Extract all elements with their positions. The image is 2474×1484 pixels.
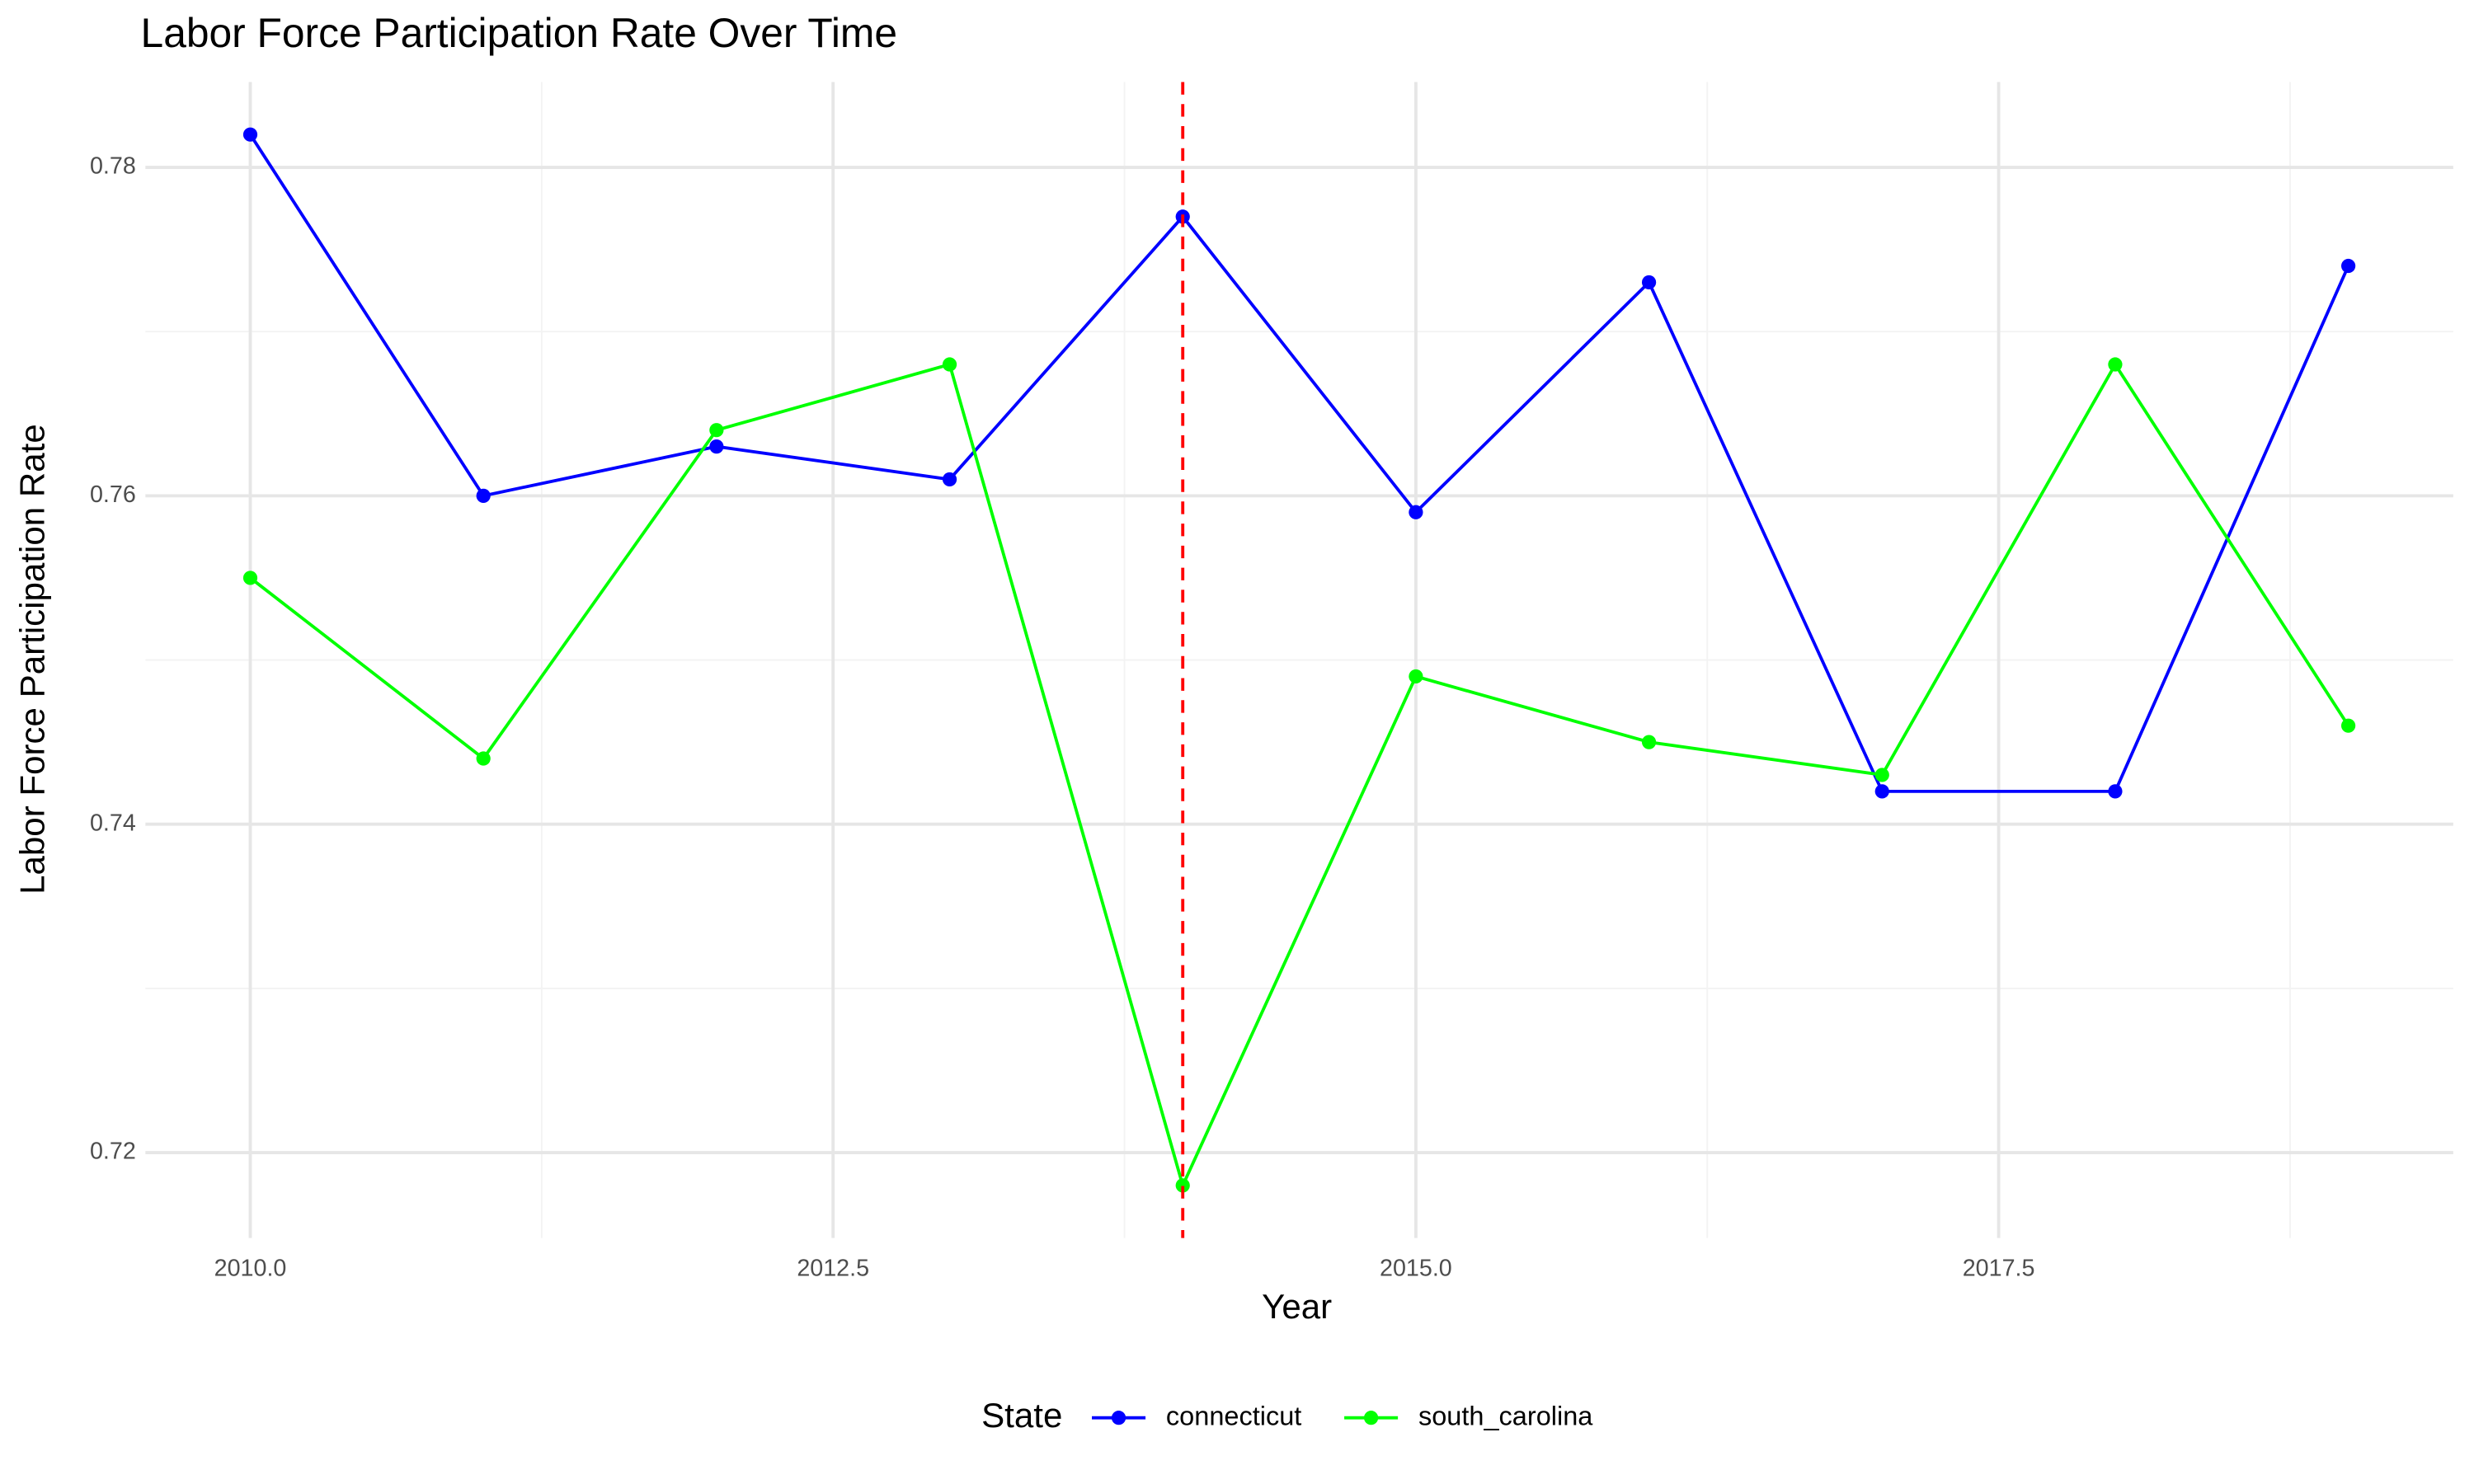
x-tick-label: 2015.0 [1380,1255,1452,1281]
legend-key-point [1363,1411,1379,1425]
data-point [242,571,258,585]
data-point [1409,669,1423,684]
series-line [248,134,2350,793]
y-tick-label: 0.78 [90,153,136,180]
chart-title: Labor Force Participation Rate Over Time [141,10,897,56]
x-tick-label: 2012.5 [797,1255,869,1281]
series-line [249,361,2350,1190]
legend-title: State [981,1396,1062,1435]
data-point [709,423,724,438]
x-tick-label: 2017.5 [1963,1255,2035,1281]
data-point [1175,1178,1190,1193]
x-axis-label: Year [1262,1287,1332,1326]
x-tick-label: 2010.0 [214,1255,287,1281]
y-tick-label: 0.74 [90,810,136,836]
data-point [1409,505,1423,519]
legend-label: south_carolina [1418,1401,1593,1430]
data-point [2341,718,2356,733]
data-point [1641,275,1657,290]
y-axis-label: Labor Force Participation Rate [13,424,52,895]
data-point [942,472,957,487]
y-tick-label: 0.72 [90,1139,136,1165]
y-tick-label: 0.76 [90,481,136,508]
legend-label: connecticut [1166,1401,1301,1430]
data-point [2108,784,2123,799]
data-point [942,357,957,372]
data-point [1874,768,1889,782]
data-point [709,439,724,454]
data-point [1874,784,1889,799]
data-point [2341,258,2356,274]
legend-key-point [1111,1411,1126,1425]
data-point [476,488,491,503]
data-point [1641,735,1657,749]
data-point [2108,357,2123,372]
data-point [242,127,258,142]
data-point [476,751,491,766]
